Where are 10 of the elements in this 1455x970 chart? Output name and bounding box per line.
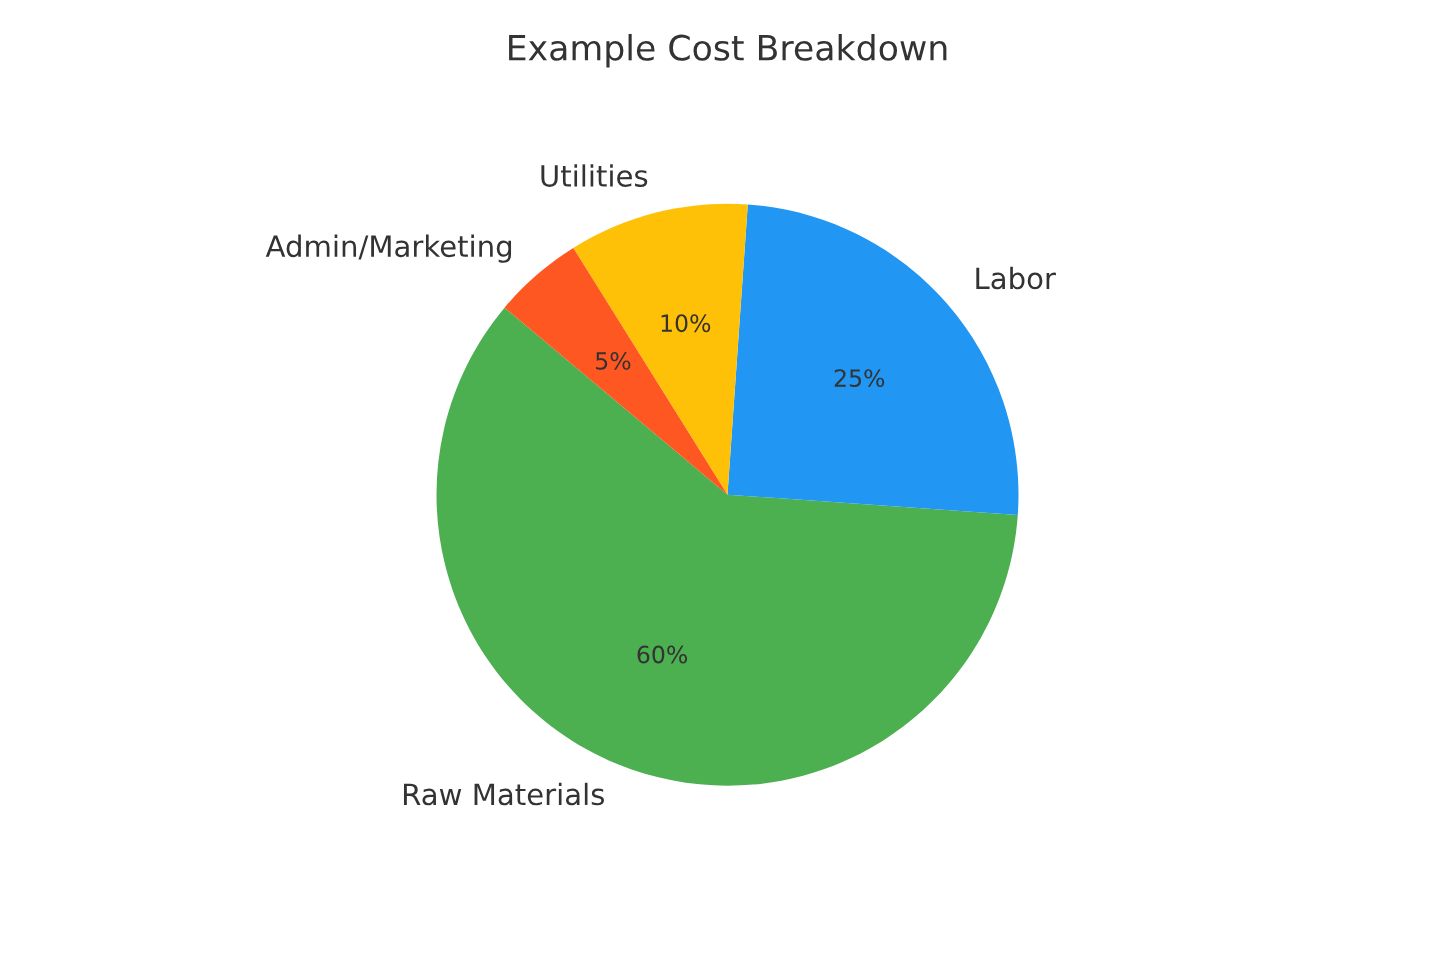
slice-label: Utilities bbox=[541, 164, 648, 187]
slice-label: Labor bbox=[976, 266, 1056, 290]
chart-title: Example Cost Breakdown bbox=[509, 33, 947, 68]
slice-label: Raw Materials bbox=[403, 782, 604, 806]
slice-label: Admin/Marketing bbox=[265, 234, 512, 263]
data-label: 25% bbox=[834, 369, 885, 387]
pie-slice bbox=[573, 203, 748, 495]
data-label: 10% bbox=[661, 314, 711, 333]
data-label: 60% bbox=[637, 645, 688, 664]
data-label: 5% bbox=[596, 351, 631, 370]
